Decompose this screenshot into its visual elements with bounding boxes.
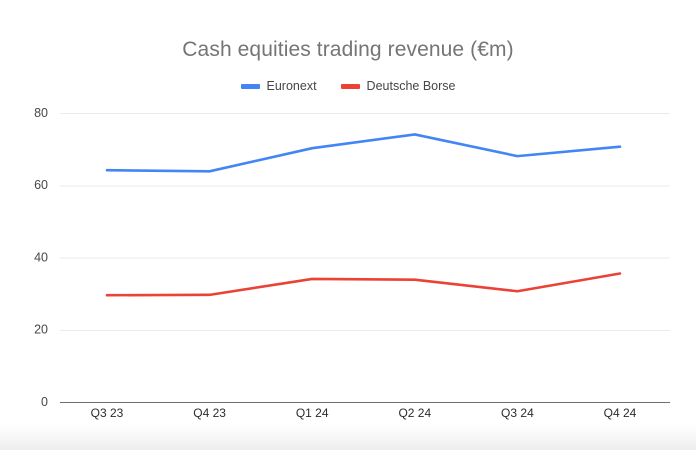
series-line-deutsche-borse[interactable] [105, 272, 622, 297]
legend-swatch-euronext [240, 83, 260, 89]
x-axis-tick-labels: Q3 23 Q4 23 Q1 24 Q2 24 Q3 24 Q4 24 [91, 406, 637, 420]
bottom-strip [0, 450, 696, 464]
x-tick-label: Q2 24 [398, 406, 431, 420]
x-tick-label: Q4 23 [193, 406, 226, 420]
chart-title: Cash equities trading revenue (€m) [182, 38, 514, 61]
legend-item-euronext[interactable]: Euronext [240, 79, 317, 93]
y-tick-label: 0 [41, 395, 48, 409]
y-tick-label: 40 [34, 250, 48, 264]
data-series [105, 133, 622, 297]
y-axis-tick-labels: 0 20 40 60 80 [34, 106, 48, 409]
y-tick-label: 60 [34, 178, 48, 192]
y-tick-label: 80 [34, 106, 48, 120]
legend-item-deutsche-borse[interactable]: Deutsche Borse [340, 79, 456, 93]
legend-swatch-deutsche-borse [340, 83, 360, 89]
legend-label-deutsche-borse: Deutsche Borse [366, 79, 456, 93]
chart-legend: Euronext Deutsche Borse [0, 79, 696, 93]
x-tick-label: Q3 23 [91, 406, 124, 420]
x-tick-label: Q4 24 [604, 406, 637, 420]
legend-label-euronext: Euronext [266, 79, 317, 93]
bottom-gradient-band [0, 424, 696, 450]
x-tick-label: Q3 24 [501, 406, 534, 420]
series-line-euronext[interactable] [105, 133, 622, 173]
y-tick-label: 20 [34, 323, 48, 337]
x-tick-label: Q1 24 [296, 406, 329, 420]
gridlines [60, 113, 670, 404]
